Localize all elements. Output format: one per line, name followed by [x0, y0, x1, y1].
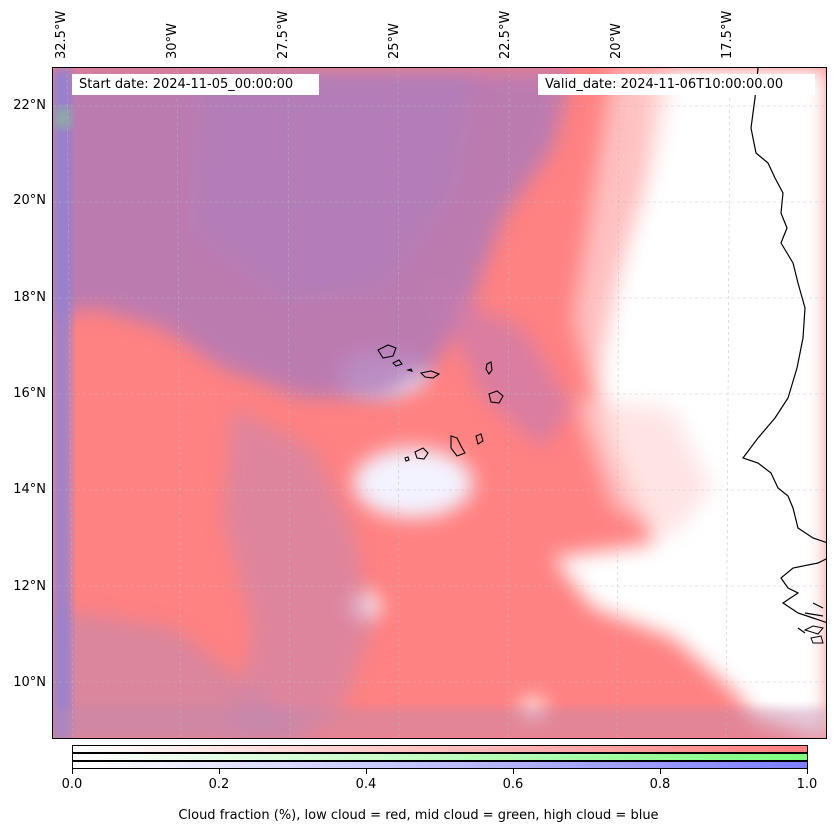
africa-coastline-south: [780, 558, 826, 634]
lon-label: 32.5°W: [54, 10, 69, 59]
colorbar-tickmark: [513, 769, 514, 774]
colorbar-tickmark: [660, 769, 661, 774]
island-santa-luzia: [406, 368, 414, 372]
colorbar-tick-label: 0.4: [355, 777, 377, 792]
colorbar-low-cloud: [72, 745, 808, 753]
lat-label: 14°N: [13, 482, 46, 497]
lon-label: 22.5°W: [498, 10, 513, 59]
cape-verde-islands: [377, 344, 504, 462]
colorbar-tickmark: [366, 769, 367, 774]
valid-date-label: Valid_date: 2024-11-06T10:00:00.00: [538, 74, 815, 95]
high-cloud-edge-bottom: [53, 708, 826, 738]
island-maio: [475, 433, 484, 445]
lon-label: 20°W: [609, 23, 624, 59]
island-boa-vista: [488, 390, 504, 404]
colorbar-tick-label: 0.6: [502, 777, 524, 792]
map-canvas: [53, 68, 826, 738]
lon-label: 17.5°W: [720, 10, 735, 59]
high-cloud-layer: [53, 68, 573, 738]
lat-label: 20°N: [13, 193, 46, 208]
island-sao-nicolau: [419, 370, 441, 379]
colorbar-high-cloud: [72, 761, 808, 769]
island-sao-vicente: [392, 359, 403, 367]
africa-coastline: [742, 68, 826, 543]
lat-label: 12°N: [13, 579, 46, 594]
lat-label: 10°N: [13, 675, 46, 690]
colorbar-tick-label: 0.8: [649, 777, 671, 792]
bissagos-islands: [803, 625, 824, 644]
lon-label: 30°W: [165, 23, 180, 59]
island-sal: [485, 361, 493, 375]
lat-label: 22°N: [13, 98, 46, 113]
gridlines: [53, 68, 826, 738]
start-date-label: Start date: 2024-11-05_00:00:00: [72, 74, 319, 95]
lon-label: 27.5°W: [276, 10, 291, 59]
colorbar-tickmark: [72, 769, 73, 774]
lat-label: 16°N: [13, 386, 46, 401]
colorbar-tick-label: 0.2: [208, 777, 230, 792]
colorbar-mid-cloud: [72, 753, 808, 761]
mid-cloud-patch: [55, 108, 71, 128]
colorbar-tick-label: 1.0: [796, 777, 818, 792]
colorbar-tickmark: [807, 769, 808, 774]
island-santiago: [450, 435, 466, 457]
colorbar-tick-label: 0.0: [61, 777, 83, 792]
cloud-fraction-map: [52, 67, 827, 739]
island-fogo: [414, 447, 429, 460]
island-santo-antao: [377, 344, 397, 359]
colorbar-title: Cloud fraction (%), low cloud = red, mid…: [178, 808, 659, 823]
island-brava: [404, 456, 410, 462]
high-cloud-edge: [53, 68, 71, 738]
colorbar-tickmark: [219, 769, 220, 774]
lon-label: 25°W: [387, 23, 402, 59]
lat-label: 18°N: [13, 290, 46, 305]
